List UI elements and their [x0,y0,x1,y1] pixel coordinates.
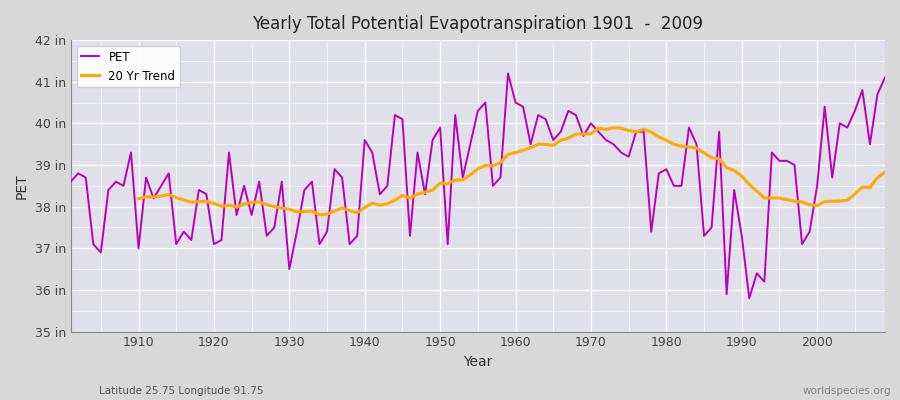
20 Yr Trend [608,125,619,130]
20 Yr Trend [314,212,325,217]
PET [744,296,755,301]
20 Yr Trend [834,199,845,204]
20 Yr Trend [879,170,890,174]
Y-axis label: PET: PET [15,173,29,199]
Legend: PET, 20 Yr Trend: PET, 20 Yr Trend [76,46,180,87]
PET [879,75,890,80]
Text: worldspecies.org: worldspecies.org [803,386,891,396]
20 Yr Trend [857,185,868,190]
PET [292,229,302,234]
PET [66,179,77,184]
PET [510,100,521,105]
20 Yr Trend [276,206,287,210]
PET [126,150,137,155]
PET [608,142,619,147]
20 Yr Trend [586,131,597,136]
X-axis label: Year: Year [464,355,492,369]
PET [502,71,513,76]
PET [518,104,528,109]
PET [337,175,347,180]
20 Yr Trend [526,145,536,150]
Text: Latitude 25.75 Longitude 91.75: Latitude 25.75 Longitude 91.75 [99,386,264,396]
20 Yr Trend [307,209,318,214]
Line: PET: PET [71,74,885,298]
Line: 20 Yr Trend: 20 Yr Trend [139,128,885,215]
20 Yr Trend [133,196,144,201]
Title: Yearly Total Potential Evapotranspiration 1901  -  2009: Yearly Total Potential Evapotranspiratio… [252,15,703,33]
